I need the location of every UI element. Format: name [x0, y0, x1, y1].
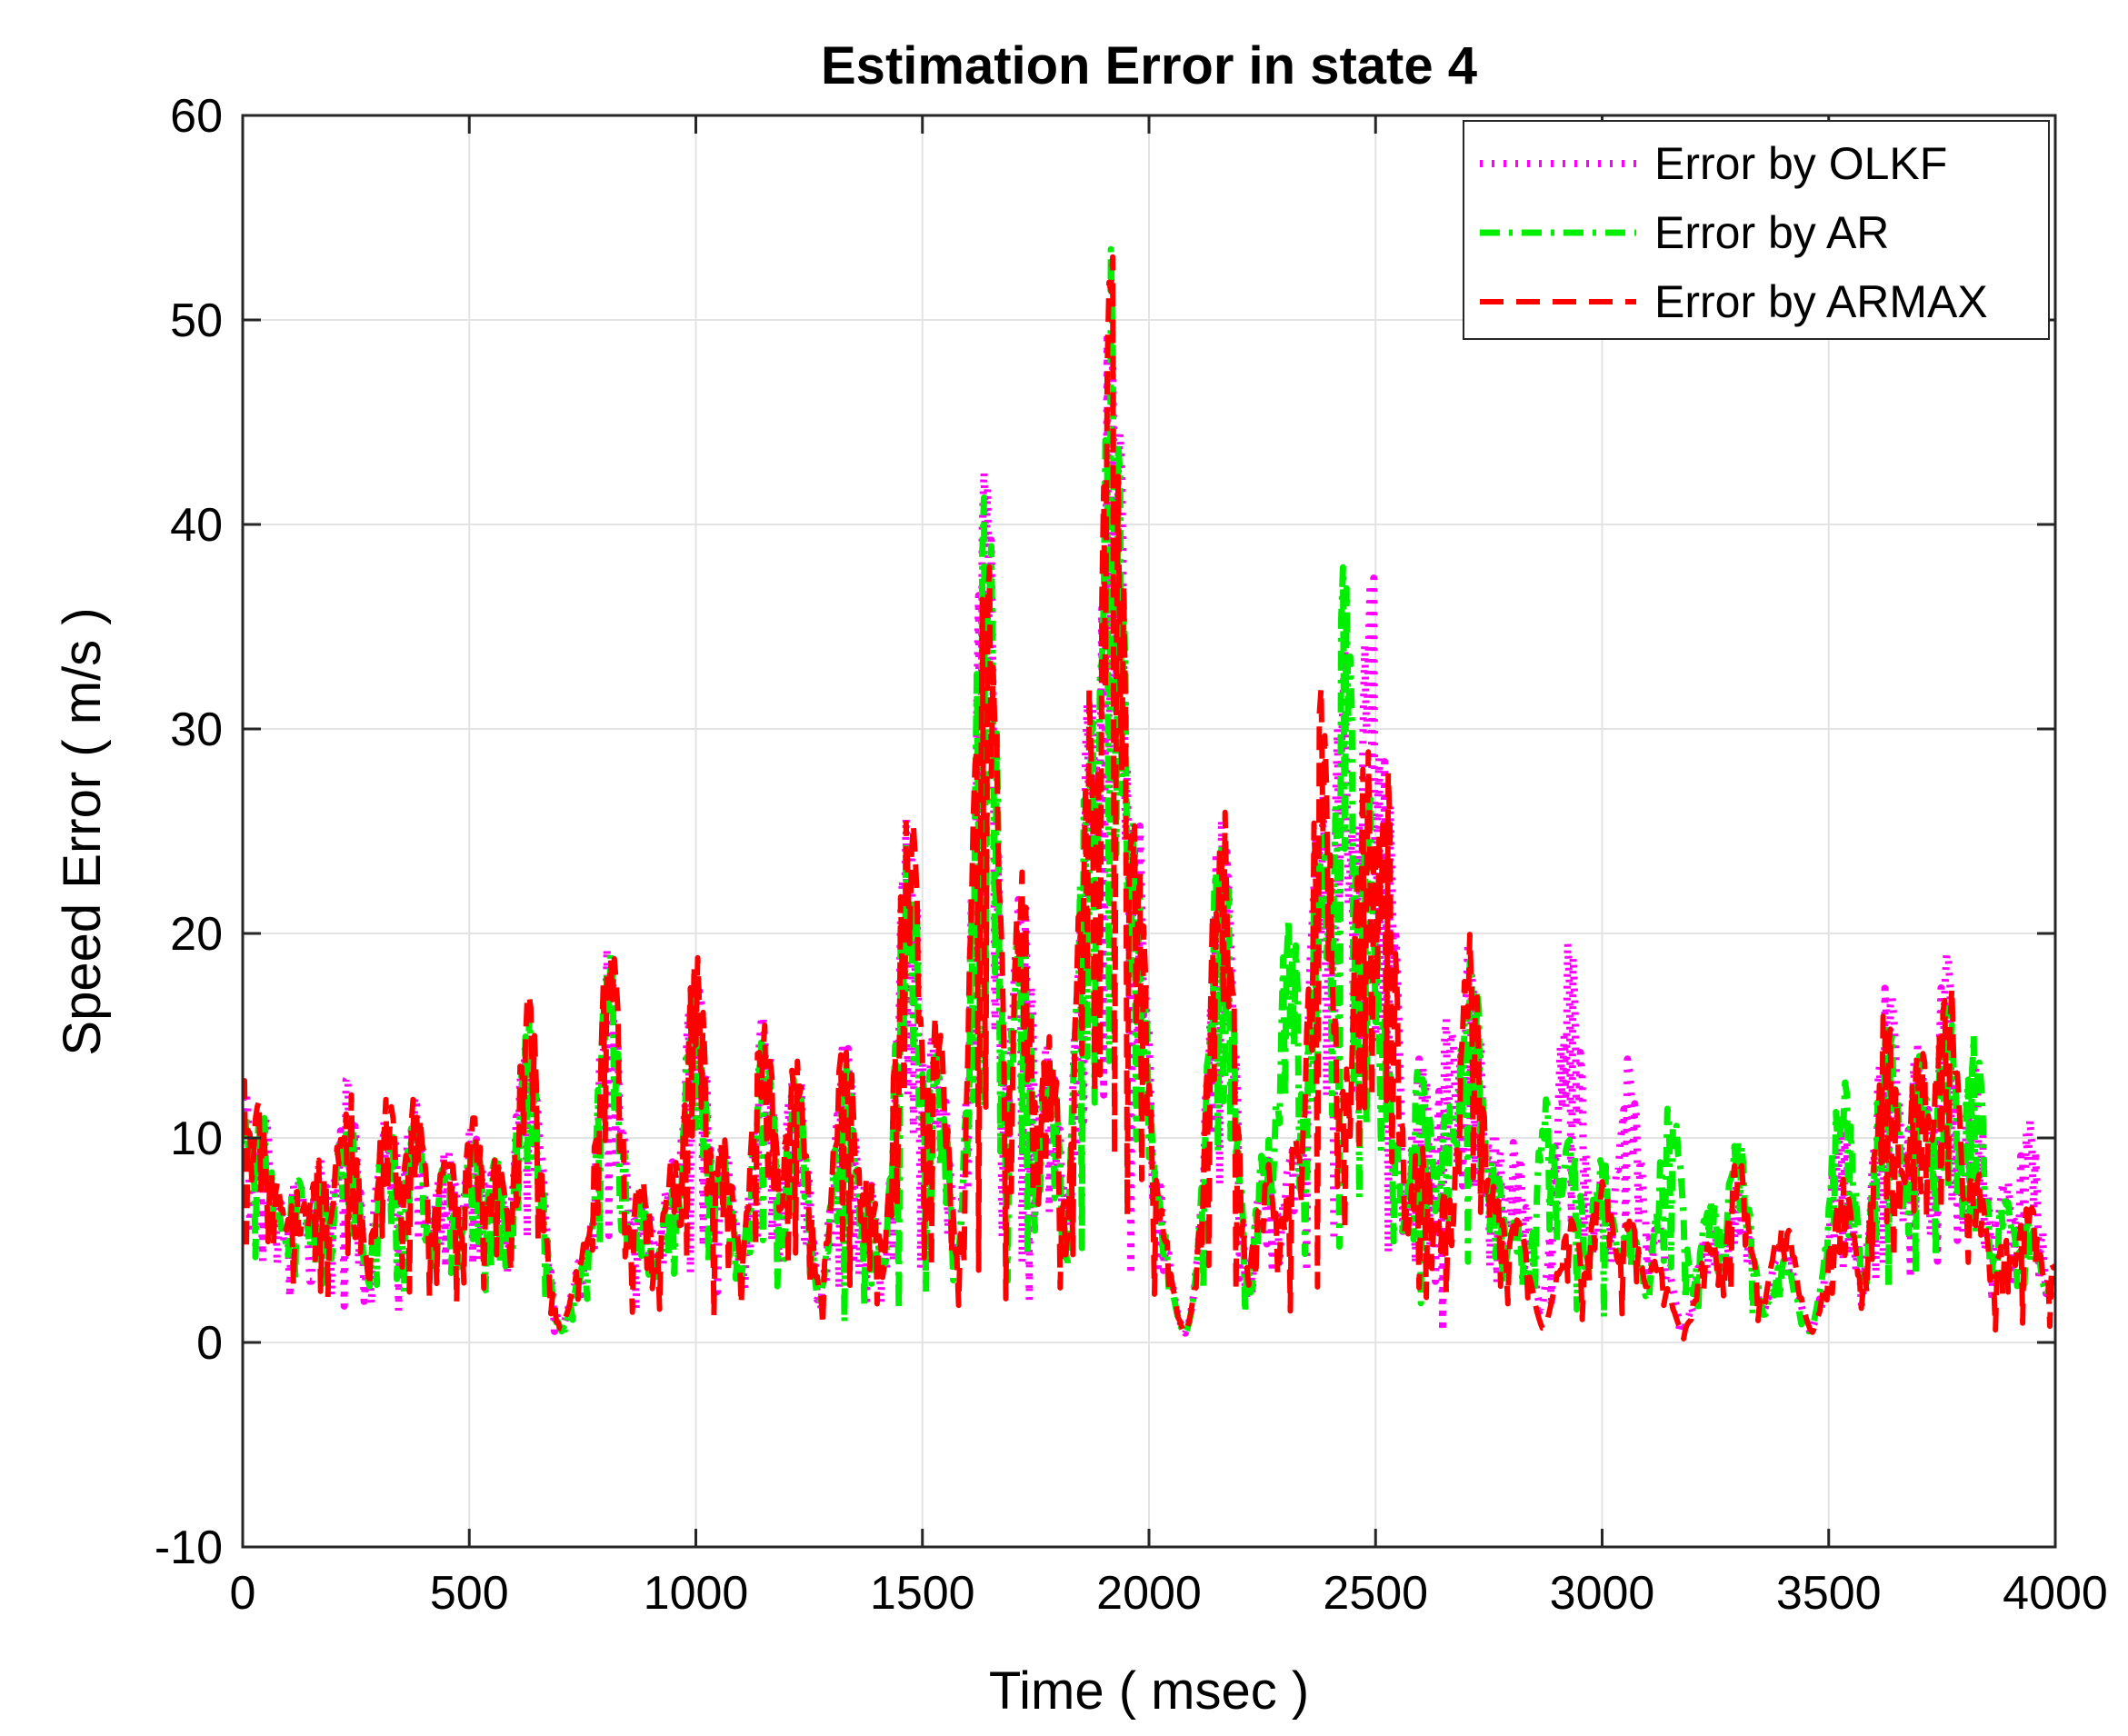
series-line-2	[243, 245, 2055, 1337]
y-tick-label: 10	[170, 1112, 223, 1165]
y-axis-ticks: -10 0 10 20 30 40 50 60	[155, 90, 2055, 1574]
x-tick-label: 3500	[1776, 1567, 1882, 1620]
x-tick-label: 4000	[2003, 1567, 2108, 1620]
y-tick-label: -10	[155, 1521, 223, 1574]
y-axis-label: Speed Error ( m/s )	[53, 607, 112, 1055]
y-tick-label: 50	[170, 294, 223, 347]
x-tick-label: 1000	[644, 1567, 749, 1620]
series-line-3	[243, 254, 2055, 1342]
x-tick-label: 2000	[1096, 1567, 1202, 1620]
chart-title: Estimation Error in state 4	[821, 36, 1477, 95]
legend-label-2: Error by AR	[1654, 207, 1889, 258]
y-tick-label: 60	[170, 90, 223, 143]
x-tick-label: 1500	[870, 1567, 975, 1620]
legend-label-1: Error by OLKF	[1654, 138, 1947, 189]
series-layer	[243, 245, 2055, 1342]
legend: Error by OLKF Error by AR Error by ARMAX	[1463, 120, 2050, 340]
y-tick-label: 30	[170, 703, 223, 756]
y-tick-label: 20	[170, 908, 223, 961]
x-tick-label: 2500	[1323, 1567, 1428, 1620]
x-tick-label: 3000	[1550, 1567, 1655, 1620]
x-tick-label: 0	[230, 1567, 256, 1620]
y-tick-label: 0	[196, 1317, 223, 1370]
x-axis-label: Time ( msec )	[989, 1661, 1309, 1721]
x-axis-ticks: 0 500 1000 1500 2000 2500 3000 3500 4000	[230, 115, 2108, 1620]
x-tick-label: 500	[430, 1567, 509, 1620]
y-tick-label: 40	[170, 499, 223, 552]
legend-label-3: Error by ARMAX	[1654, 276, 1988, 327]
